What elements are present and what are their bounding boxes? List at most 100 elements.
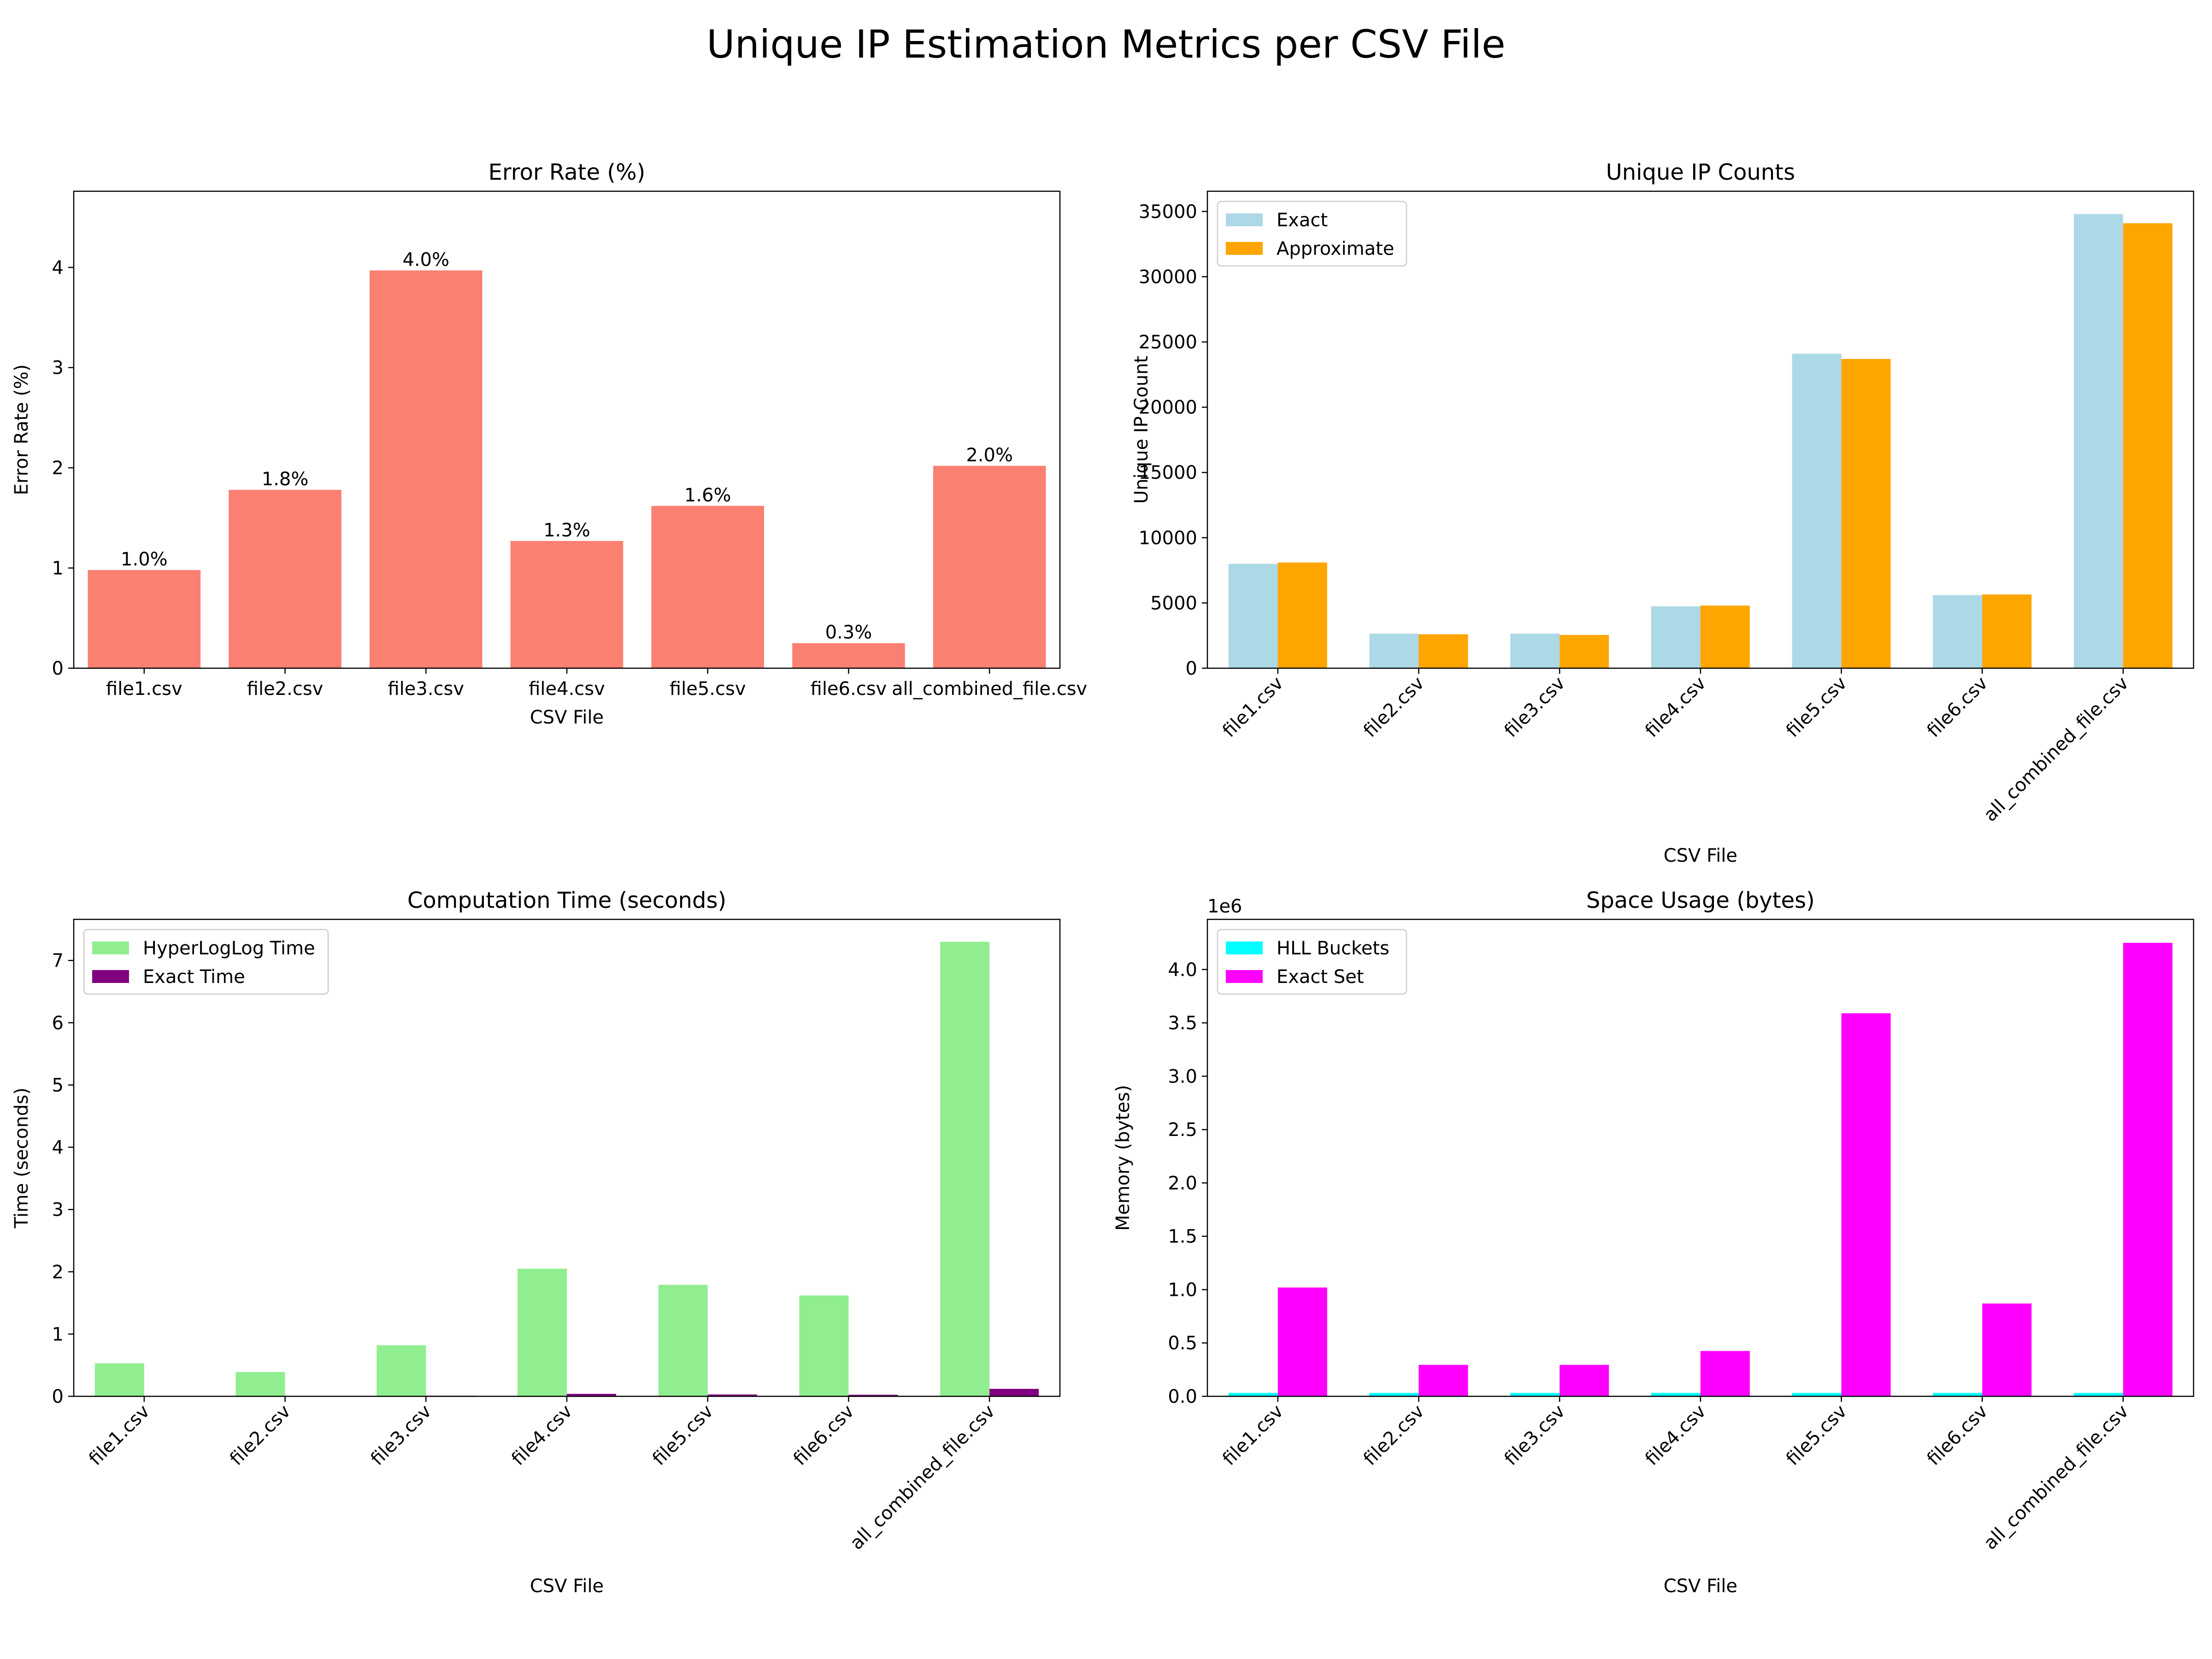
legend-swatch [1226,213,1263,226]
bar [1559,1365,1609,1396]
bar [1651,1393,1700,1396]
legend-label: HLL Buckets [1277,938,1389,959]
bar [1369,1393,1419,1396]
bar [933,465,1046,668]
y-tick-label: 0 [52,658,64,679]
bar [377,1345,426,1396]
bar [1559,635,1609,668]
y-tick-label: 5000 [1150,593,1197,614]
bar [848,1394,898,1396]
legend-box [83,929,329,995]
bar [510,541,624,668]
legend: HLL Buckets Exact Set [1217,929,1407,995]
y-tick-label: 7 [52,950,64,971]
data-label: 1.6% [684,485,731,506]
legend-swatch [92,970,129,983]
bar [1841,359,1891,668]
bar [2074,1393,2124,1396]
bar [1418,1365,1468,1396]
y-tick-label: 20000 [1139,397,1197,418]
bar [370,270,482,668]
bar [707,1394,757,1396]
panel-title: Unique IP Counts [1606,159,1795,185]
y-tick-label: 1.0 [1168,1279,1197,1300]
bar [651,506,764,668]
bar [229,489,341,668]
bar [792,643,905,668]
data-label: 1.0% [121,549,168,570]
y-tick-label: 2.5 [1168,1119,1197,1141]
bar [1933,595,1983,668]
bar [1369,633,1419,668]
y-tick-label: 4.0 [1168,959,1197,981]
y-tick-label: 0 [52,1386,64,1407]
y-offset-label: 1e6 [1207,896,1242,917]
y-tick-label: 25000 [1139,332,1197,353]
panel-title: Space Usage (bytes) [1586,888,1815,913]
panel-1: Error Rate (%) 1.0% 1.8% 4.0% 1.3% 1.6% 0.3% 2.… [11,159,1087,728]
x-axis-label: CSV File [1664,845,1737,866]
y-tick-label: 2 [52,458,64,479]
y-axis-label: Error Rate (%) [11,365,32,495]
legend-swatch [1226,242,1263,255]
bar [1510,633,1560,668]
bar [94,1363,144,1396]
y-tick-label: 30000 [1139,266,1197,288]
bar [989,1388,1039,1396]
legend-label: HyperLogLog Time [143,938,315,959]
legend-swatch [92,941,129,954]
bar [1418,634,1468,668]
x-tick-label: file6.csv [811,678,887,700]
bar [1792,1393,1841,1396]
y-tick-label: 1 [52,558,64,579]
legend-label: Exact Set [1277,966,1364,988]
y-tick-label: 0 [1186,658,1197,679]
legend-swatch [1226,970,1263,983]
bar [1841,1013,1891,1396]
bar [799,1295,849,1396]
legend-box [1217,929,1407,995]
bar [88,570,201,668]
bar [2123,223,2173,668]
y-tick-label: 5 [52,1075,64,1096]
y-tick-label: 3 [52,358,64,379]
bar [1700,606,1750,668]
legend-label: Approximate [1277,238,1394,259]
legend: HyperLogLog Time Exact Time [83,929,329,995]
bar [2074,214,2124,668]
legend-label: Exact [1277,210,1328,231]
y-tick-label: 2.0 [1168,1173,1197,1194]
y-tick-label: 3.0 [1168,1066,1197,1087]
y-tick-label: 4 [52,257,64,278]
x-tick-label: file3.csv [388,678,464,700]
legend-box [1217,200,1407,267]
data-label: 1.3% [543,520,590,541]
bar [567,1394,616,1396]
bar [1933,1393,1983,1396]
y-axis-label: Memory (bytes) [1112,1085,1134,1231]
data-label: 0.3% [825,622,872,643]
bar [1228,564,1278,668]
panel-title: Error Rate (%) [488,159,646,185]
y-tick-label: 1.5 [1168,1226,1197,1247]
bar [940,941,990,1396]
bar [1651,606,1700,668]
y-tick-label: 2 [52,1262,64,1283]
y-tick-label: 3 [52,1200,64,1221]
x-axis-label: CSV File [530,1576,604,1597]
bar [2123,942,2173,1396]
y-tick-label: 35000 [1139,201,1197,223]
bar [1277,562,1327,668]
data-label: 2.0% [966,445,1013,466]
y-axis-label: Unique IP Count [1131,356,1152,504]
y-axis-label: Time (seconds) [11,1088,32,1229]
y-tick-label: 6 [52,1012,64,1034]
bar [1700,1351,1750,1396]
bar [1228,1393,1278,1396]
bar [1982,1303,2032,1396]
x-axis-label: CSV File [1664,1576,1737,1597]
bar [235,1372,285,1396]
data-label: 4.0% [402,249,449,271]
